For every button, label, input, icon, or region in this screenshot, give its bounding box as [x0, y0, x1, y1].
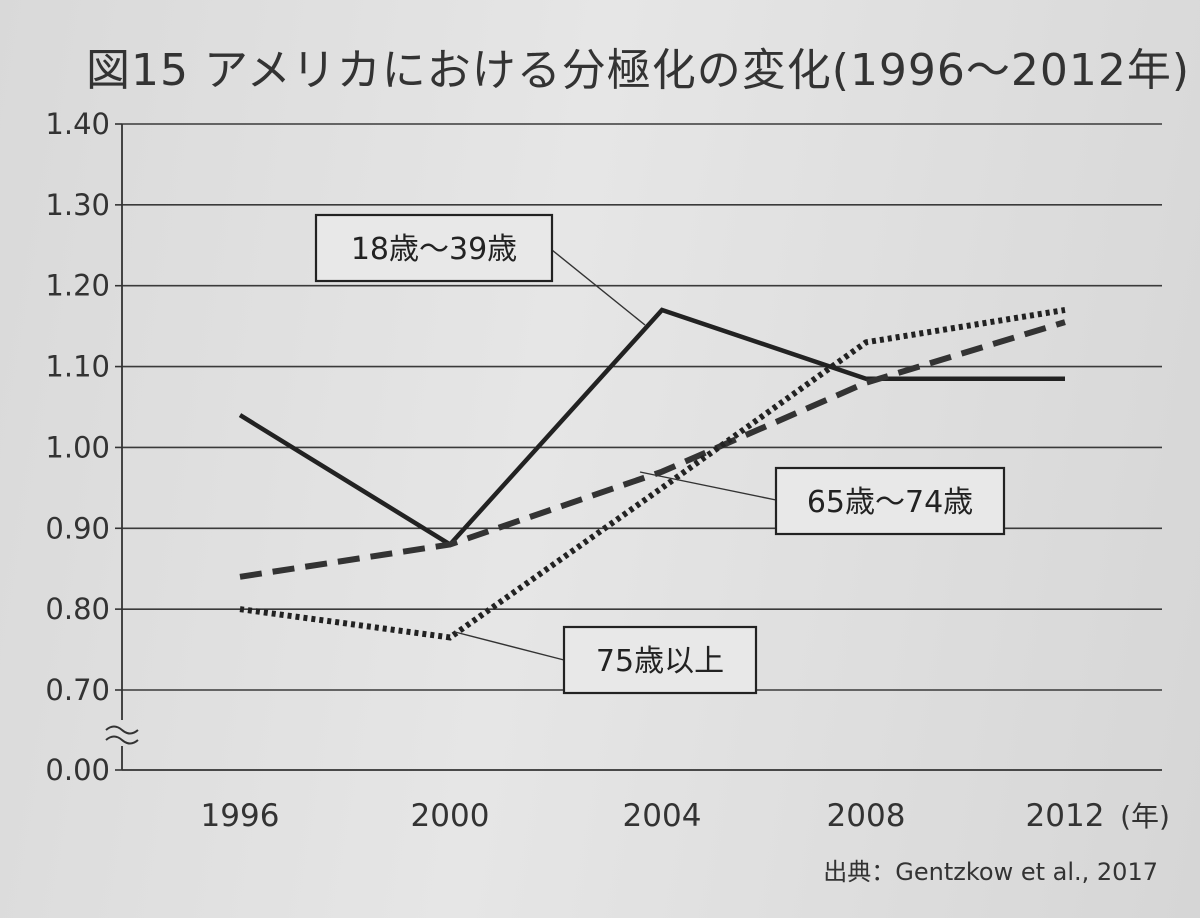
ytick-label-1.10: 1.10	[45, 350, 110, 384]
axis-break-mark-1	[105, 725, 139, 735]
xtick-label-2004: 2004	[623, 798, 702, 834]
axis-break-mark-2	[105, 735, 139, 745]
callout-18-39-text: 18歳〜39歳	[351, 232, 517, 267]
ytick-label-1.30: 1.30	[45, 188, 110, 222]
callout-65-74-box	[774, 466, 1006, 536]
callout-75-plus-text: 75歳以上	[596, 644, 724, 679]
ytick-label-0.80: 0.80	[45, 592, 110, 626]
ytick-label-1.20: 1.20	[45, 269, 110, 303]
source-note: 出典：Gentzkow et al., 2017	[823, 858, 1158, 886]
chart-title: 図15 アメリカにおける分極化の変化(1996〜2012年)	[86, 45, 1191, 96]
callout-18-39-leader	[551, 249, 646, 326]
callout-75-plus-leader	[454, 631, 565, 661]
callout-65-74-leader	[639, 471, 777, 501]
series-line-1	[238, 307, 1065, 548]
xtick-label-2012: 2012	[1026, 798, 1105, 834]
xtick-label-1996: 1996	[201, 798, 280, 834]
callout-65-74-text: 65歳〜74歳	[807, 485, 973, 520]
series-line-2	[239, 319, 1066, 580]
x-unit-label: (年)	[1120, 800, 1170, 833]
callout-75-plus-box	[562, 625, 758, 695]
ytick-label-0.00: 0.00	[45, 753, 110, 787]
ytick-label-1.40: 1.40	[45, 107, 110, 141]
ytick-label-0.90: 0.90	[45, 511, 110, 545]
ytick-label-0.70: 0.70	[45, 673, 110, 707]
xtick-label-2008: 2008	[827, 798, 906, 834]
ytick-label-1.00: 1.00	[45, 430, 110, 464]
xtick-label-2000: 2000	[411, 798, 490, 834]
callout-18-39-box	[314, 213, 554, 283]
